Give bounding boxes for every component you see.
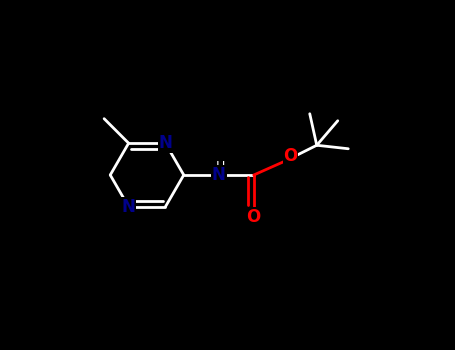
Text: O: O [283,147,298,165]
Text: H: H [216,160,225,173]
Text: N: N [158,134,172,152]
Text: N: N [121,198,136,216]
Text: O: O [247,208,261,226]
Text: N: N [212,166,226,184]
